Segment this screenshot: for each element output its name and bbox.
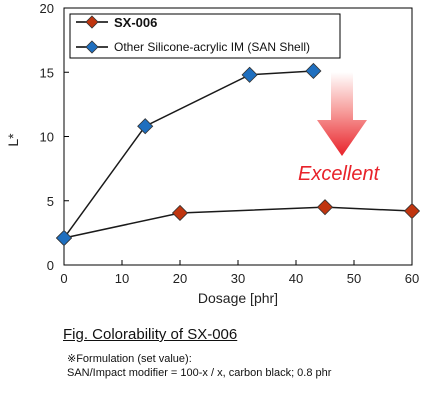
x-tick-label: 50	[347, 271, 361, 286]
series-line-other	[63, 70, 314, 239]
x-tick-label: 40	[289, 271, 303, 286]
x-tick-label: 0	[60, 271, 67, 286]
y-tick-label: 10	[40, 130, 54, 145]
formulation-note-detail: SAN/Impact modifier = 100-x / x, carbon …	[67, 367, 332, 379]
legend-marker-sx006	[85, 15, 99, 29]
data-point-sx006	[316, 199, 334, 216]
x-tick-label: 60	[405, 271, 419, 286]
y-ticks: 0 5 10 15 20	[40, 1, 69, 273]
series-line-sx006	[63, 206, 413, 239]
series-layer	[55, 62, 421, 247]
y-tick-label: 5	[47, 194, 54, 209]
legend-marker-other	[85, 40, 99, 54]
x-tick-label: 10	[115, 271, 129, 286]
y-tick-label: 20	[40, 1, 54, 16]
data-point-other	[55, 229, 73, 247]
data-point-other	[137, 118, 154, 135]
x-ticks: 0 10 20 30 40 50 60	[60, 260, 419, 286]
data-point-other	[241, 66, 258, 83]
x-axis-label: Dosage [phr]	[198, 290, 278, 306]
y-tick-label: 15	[40, 65, 54, 80]
data-point-sx006	[403, 202, 421, 220]
y-tick-label: 0	[47, 258, 54, 273]
chart: L* Dosage [phr] 0 10 20 30 40 50 60 0 5 10 15 20 S…	[5, 1, 421, 306]
formulation-note-title: ※Formulation (set value):	[67, 353, 192, 365]
legend-label-sx006: SX-006	[114, 15, 157, 30]
data-point-sx006	[171, 204, 189, 222]
legend	[69, 13, 341, 59]
excellent-annotation: Excellent	[298, 163, 381, 185]
legend-label-other: Other Silicone-acrylic IM (SAN Shell)	[114, 40, 310, 54]
down-arrow	[317, 72, 367, 156]
x-tick-label: 30	[231, 271, 245, 286]
figure-caption: Fig. Colorability of SX-006	[63, 326, 238, 343]
y-axis-label: L*	[5, 133, 21, 147]
x-tick-label: 20	[173, 271, 187, 286]
data-point-other	[305, 62, 322, 80]
